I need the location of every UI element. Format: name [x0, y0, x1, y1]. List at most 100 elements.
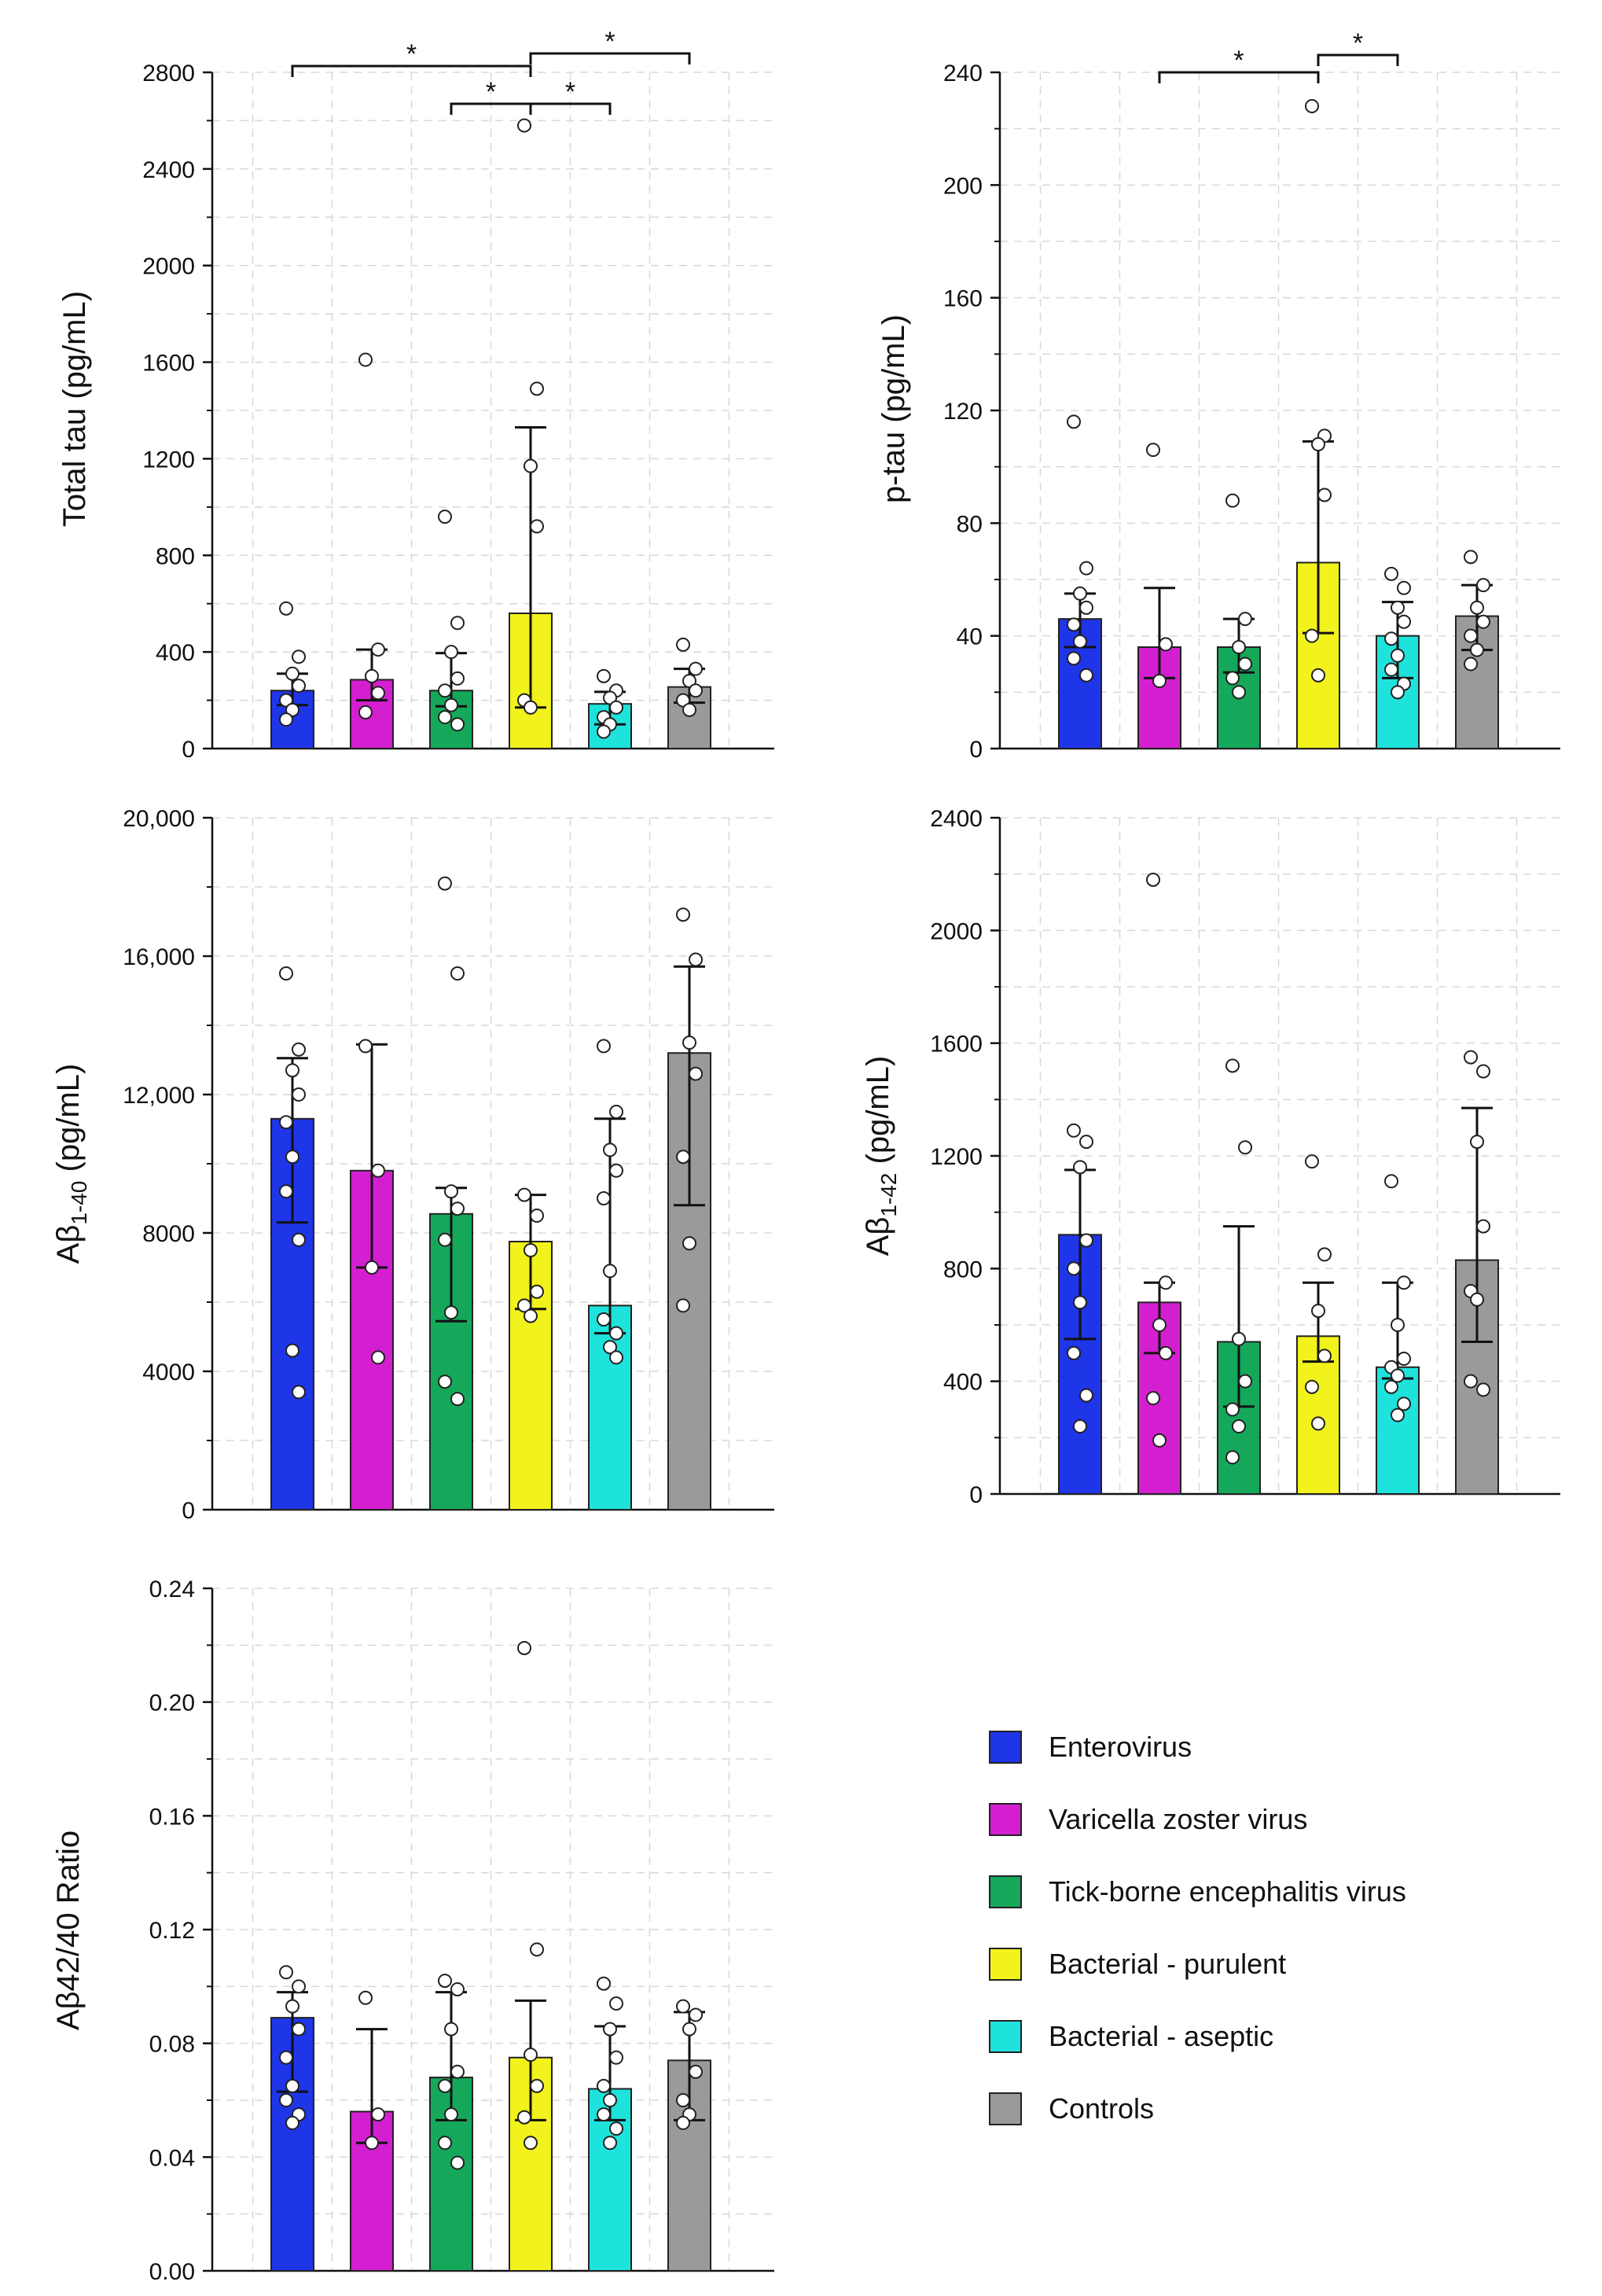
data-point: [371, 2107, 385, 2122]
data-point: [1067, 1261, 1081, 1276]
data-point: [279, 2050, 293, 2065]
data-point: [285, 1343, 299, 1358]
y-tick-label: 2400: [142, 157, 195, 183]
data-point: [1384, 662, 1398, 677]
data-point: [438, 876, 452, 891]
data-point: [597, 724, 611, 739]
data-point: [689, 1066, 703, 1081]
data-point: [285, 2078, 299, 2093]
data-point: [517, 1187, 531, 1202]
data-point: [609, 2050, 623, 2065]
y-tick-label: 200: [943, 173, 983, 199]
data-point: [285, 1150, 299, 1165]
data-point: [279, 1965, 293, 1980]
y-tick-label: 800: [943, 1257, 983, 1282]
data-point: [609, 1350, 623, 1365]
data-point: [609, 1105, 623, 1119]
data-point: [676, 1999, 690, 2014]
y-tick-label: 800: [156, 543, 195, 569]
data-point: [1391, 685, 1405, 700]
data-point: [524, 458, 538, 473]
data-point: [1146, 872, 1160, 887]
data-point: [689, 2064, 703, 2079]
data-point: [279, 1115, 293, 1130]
data-point: [444, 2022, 458, 2037]
significance-bracket: [291, 64, 532, 77]
data-point: [371, 1163, 385, 1178]
data-point: [371, 1350, 385, 1365]
significance-star: *: [486, 77, 496, 107]
data-point: [450, 717, 465, 732]
data-point: [1476, 1064, 1490, 1079]
data-point: [1311, 437, 1325, 451]
data-point: [676, 2093, 690, 2107]
data-point: [444, 1184, 458, 1199]
data-point: [1391, 648, 1405, 663]
y-axis-title: Aβ1-40 (pg/mL): [51, 1064, 91, 1264]
data-point: [603, 1340, 617, 1355]
y-axis-title: Aβ42/40 Ratio: [51, 1831, 86, 2030]
data-point: [524, 1243, 538, 1257]
data-point: [603, 2136, 617, 2151]
data-point: [1067, 617, 1081, 632]
y-tick-label: 0: [969, 737, 983, 763]
data-point: [1470, 642, 1484, 657]
data-point: [682, 1036, 696, 1050]
y-tick-label: 2000: [930, 918, 983, 944]
data-point: [530, 1209, 544, 1223]
data-point: [358, 352, 373, 367]
data-point: [1232, 685, 1246, 700]
data-point: [1384, 566, 1398, 581]
data-point: [1384, 1379, 1398, 1394]
data-point: [682, 1236, 696, 1251]
y-axis-title-subscript: 1-42: [876, 1173, 901, 1217]
data-point: [517, 1640, 531, 1655]
data-point: [1397, 580, 1411, 595]
data-point: [438, 710, 452, 725]
data-point: [603, 690, 617, 705]
data-point: [285, 1063, 299, 1078]
data-point: [682, 2022, 696, 2037]
significance-star: *: [1353, 28, 1363, 58]
data-point: [444, 697, 458, 712]
legend: Enterovirus Varicella zoster virus Tick-…: [989, 1711, 1539, 2145]
data-point: [358, 705, 373, 719]
data-point: [1079, 1388, 1093, 1403]
data-point: [450, 2064, 465, 2079]
data-point: [689, 661, 703, 676]
y-tick-label: 0.00: [149, 2259, 195, 2285]
data-point: [517, 2110, 531, 2125]
data-point: [1238, 1140, 1252, 1155]
data-point: [450, 1201, 465, 1216]
data-point: [1152, 1318, 1167, 1332]
data-point: [1232, 1419, 1246, 1433]
data-point: [292, 649, 306, 664]
data-point: [1225, 493, 1240, 508]
data-point: [1317, 1247, 1332, 1262]
data-point: [365, 1260, 379, 1275]
legend-swatch: [989, 2020, 1022, 2053]
data-point: [517, 118, 531, 133]
y-tick-label: 0.12: [149, 1918, 195, 1944]
data-point: [603, 1142, 617, 1157]
data-point: [1159, 1345, 1173, 1360]
y-axis-title-subscript: 1-40: [67, 1181, 91, 1225]
data-point: [1311, 668, 1325, 683]
y-tick-label: 1600: [142, 351, 195, 377]
data-point: [530, 2078, 544, 2093]
data-point: [285, 2115, 299, 2130]
chart-panel-2: 0 40 80 120 160 200 240 p-tau (pg/mL) * *: [876, 28, 1560, 763]
data-point: [517, 1298, 531, 1313]
data-point: [279, 712, 293, 727]
data-point: [603, 1264, 617, 1279]
y-tick-label: 400: [156, 640, 195, 666]
bar: [1455, 1259, 1499, 1496]
data-point: [1317, 488, 1332, 502]
y-tick-label: 0.04: [149, 2145, 195, 2171]
data-point: [1464, 1374, 1478, 1389]
y-tick-label: 8000: [142, 1221, 195, 1247]
data-point: [1073, 1160, 1087, 1175]
data-point: [292, 1979, 306, 1994]
data-point: [1146, 443, 1160, 458]
